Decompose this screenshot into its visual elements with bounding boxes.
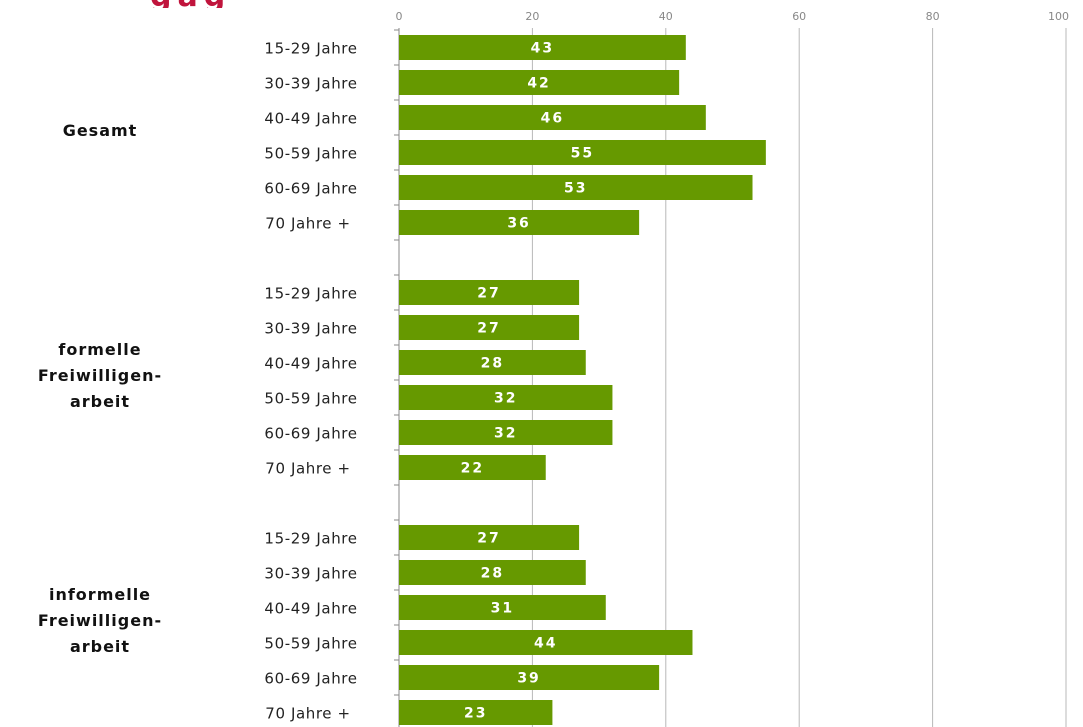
category-label: 60-69 Jahre xyxy=(264,180,357,198)
category-label: 70 Jahre + xyxy=(265,705,350,723)
bar xyxy=(399,665,660,690)
bar xyxy=(399,595,606,620)
data-label: 39 xyxy=(517,671,540,687)
bar xyxy=(399,210,640,235)
data-label: 55 xyxy=(571,146,594,162)
bar xyxy=(399,700,553,725)
tick-label: 100 xyxy=(1048,10,1069,23)
group-label: arbeit xyxy=(70,392,130,411)
data-label: 27 xyxy=(477,286,500,302)
data-label: 22 xyxy=(461,461,484,477)
bar xyxy=(399,420,613,445)
category-label: 30-39 Jahre xyxy=(264,75,357,93)
data-label: 32 xyxy=(494,426,517,442)
bar xyxy=(399,385,613,410)
data-label: 53 xyxy=(564,181,587,197)
group-label: Gesamt xyxy=(63,121,138,140)
category-label: 15-29 Jahre xyxy=(264,40,357,58)
category-label: 30-39 Jahre xyxy=(264,565,357,583)
category-label: 70 Jahre + xyxy=(265,460,350,478)
category-label: 40-49 Jahre xyxy=(264,110,357,128)
group-labels: Gesamt formelle Freiwilligen-arbeit informe… xyxy=(38,121,162,656)
data-label: 32 xyxy=(494,391,517,407)
tick-labels: 0 20 40 60 80 100 xyxy=(396,10,1070,23)
category-label: 70 Jahre + xyxy=(265,215,350,233)
data-label: 42 xyxy=(527,76,550,92)
bar xyxy=(399,35,686,60)
tick-label: 60 xyxy=(792,10,806,23)
group-label: informelle xyxy=(49,585,151,604)
bar xyxy=(399,315,580,340)
data-label: 44 xyxy=(534,636,557,652)
tick-label: 40 xyxy=(659,10,673,23)
group-label: arbeit xyxy=(70,637,130,656)
group-label: formelle xyxy=(58,340,141,359)
bar xyxy=(399,70,680,95)
category-label: 40-49 Jahre xyxy=(264,355,357,373)
data-label: 23 xyxy=(464,706,487,722)
category-label: 15-29 Jahre xyxy=(264,285,357,303)
bar xyxy=(399,630,693,655)
bar xyxy=(399,350,586,375)
bars: 43 42 46 55 53 36 27 27 28 32 32 22 27 28 31 44 39 23 xyxy=(399,35,766,725)
bar xyxy=(399,105,706,130)
category-label: 40-49 Jahre xyxy=(264,600,357,618)
category-labels: 15-29 Jahre 30-39 Jahre 40-49 Jahre 50-59 J… xyxy=(264,40,357,723)
data-label: 31 xyxy=(491,601,514,617)
data-label: 27 xyxy=(477,531,500,547)
category-label: 30-39 Jahre xyxy=(264,320,357,338)
category-label: 60-69 Jahre xyxy=(264,670,357,688)
tick-label: 0 xyxy=(396,10,403,23)
bar xyxy=(399,140,766,165)
grid-layer xyxy=(394,28,1067,727)
data-label: 46 xyxy=(541,111,564,127)
data-label: 27 xyxy=(477,321,500,337)
data-label: 43 xyxy=(531,41,554,57)
category-label: 50-59 Jahre xyxy=(264,145,357,163)
category-label: 15-29 Jahre xyxy=(264,530,357,548)
group-label: Freiwilligen- xyxy=(38,366,162,385)
bar xyxy=(399,175,753,200)
tick-label: 20 xyxy=(525,10,539,23)
category-label: 50-59 Jahre xyxy=(264,635,357,653)
tick-label: 80 xyxy=(926,10,940,23)
category-label: 60-69 Jahre xyxy=(264,425,357,443)
bar xyxy=(399,560,586,585)
bar xyxy=(399,525,580,550)
bar xyxy=(399,455,546,480)
bar xyxy=(399,280,580,305)
data-label: 28 xyxy=(481,356,504,372)
data-label: 28 xyxy=(481,566,504,582)
group-label: Freiwilligen- xyxy=(38,611,162,630)
data-label: 36 xyxy=(507,216,530,232)
category-label: 50-59 Jahre xyxy=(264,390,357,408)
